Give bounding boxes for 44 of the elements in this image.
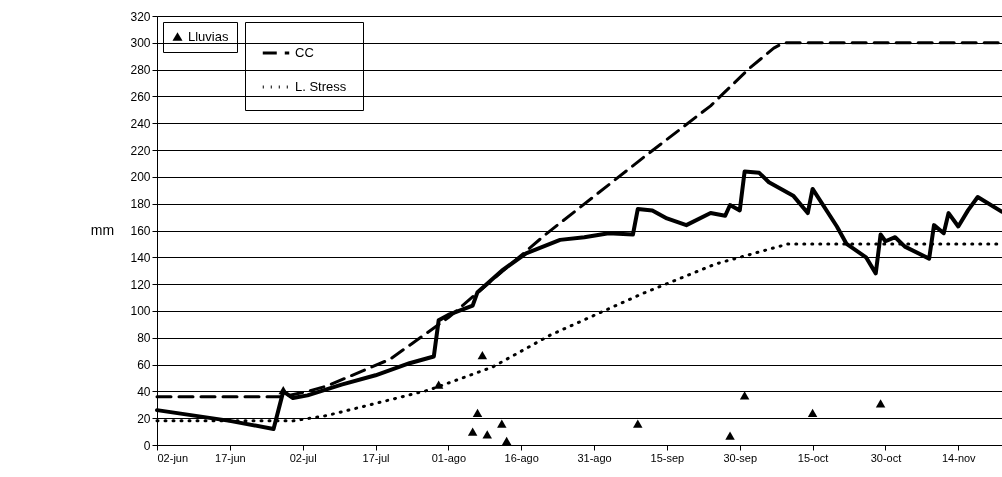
x-tick-label: 15-oct bbox=[797, 451, 829, 464]
y-tick-label: 240 bbox=[130, 116, 151, 131]
legend-label: CC bbox=[295, 45, 314, 60]
y-tick-label: 300 bbox=[130, 36, 151, 51]
x-tick-label: 16-ago bbox=[504, 451, 539, 464]
x-tick-label: 02-jun bbox=[157, 451, 189, 464]
y-axis-title: mm bbox=[90, 222, 115, 238]
y-tick-label: 200 bbox=[130, 170, 151, 185]
point bbox=[739, 391, 750, 400]
y-tick-label: 120 bbox=[130, 277, 151, 292]
y-tick-label: 60 bbox=[137, 358, 151, 373]
x-tick-label: 02-jul bbox=[289, 451, 317, 464]
y-tick-label: 0 bbox=[143, 438, 151, 453]
point bbox=[472, 408, 483, 417]
y-tick-label: 20 bbox=[137, 411, 151, 426]
y-tick-label: 80 bbox=[137, 331, 151, 346]
point bbox=[725, 431, 735, 440]
y-tick-label: 280 bbox=[130, 63, 151, 78]
point bbox=[477, 351, 488, 360]
point bbox=[807, 408, 818, 417]
y-tick-label: 140 bbox=[130, 250, 151, 265]
y-tick-label: 260 bbox=[130, 89, 151, 104]
y-tick-label: 320 bbox=[130, 9, 151, 24]
x-tick-label: 17-jul bbox=[362, 451, 390, 464]
legend-label: L. Stress bbox=[295, 79, 347, 94]
point bbox=[875, 399, 886, 408]
point bbox=[467, 427, 478, 436]
x-tick-label: 01-ago bbox=[431, 451, 467, 464]
x-tick-label: 17-jun bbox=[215, 451, 246, 464]
y-tick-label: 100 bbox=[130, 304, 151, 319]
point bbox=[633, 419, 643, 428]
x-tick-label: 30-oct bbox=[870, 451, 902, 464]
y-tick-label: 180 bbox=[130, 197, 151, 212]
point bbox=[501, 436, 512, 446]
x-tick-label: 31-ago bbox=[577, 451, 612, 464]
x-tick-label: 15-sep bbox=[650, 451, 685, 464]
point bbox=[482, 430, 492, 439]
point bbox=[497, 419, 507, 428]
y-tick-label: 220 bbox=[130, 143, 151, 158]
y-tick-label: 160 bbox=[130, 224, 151, 238]
x-tick-label: 30-sep bbox=[723, 451, 758, 464]
y-tick-label: 40 bbox=[137, 384, 151, 399]
x-tick-label: 14-nov bbox=[941, 451, 977, 464]
legend-label: Lluvias bbox=[188, 28, 229, 44]
